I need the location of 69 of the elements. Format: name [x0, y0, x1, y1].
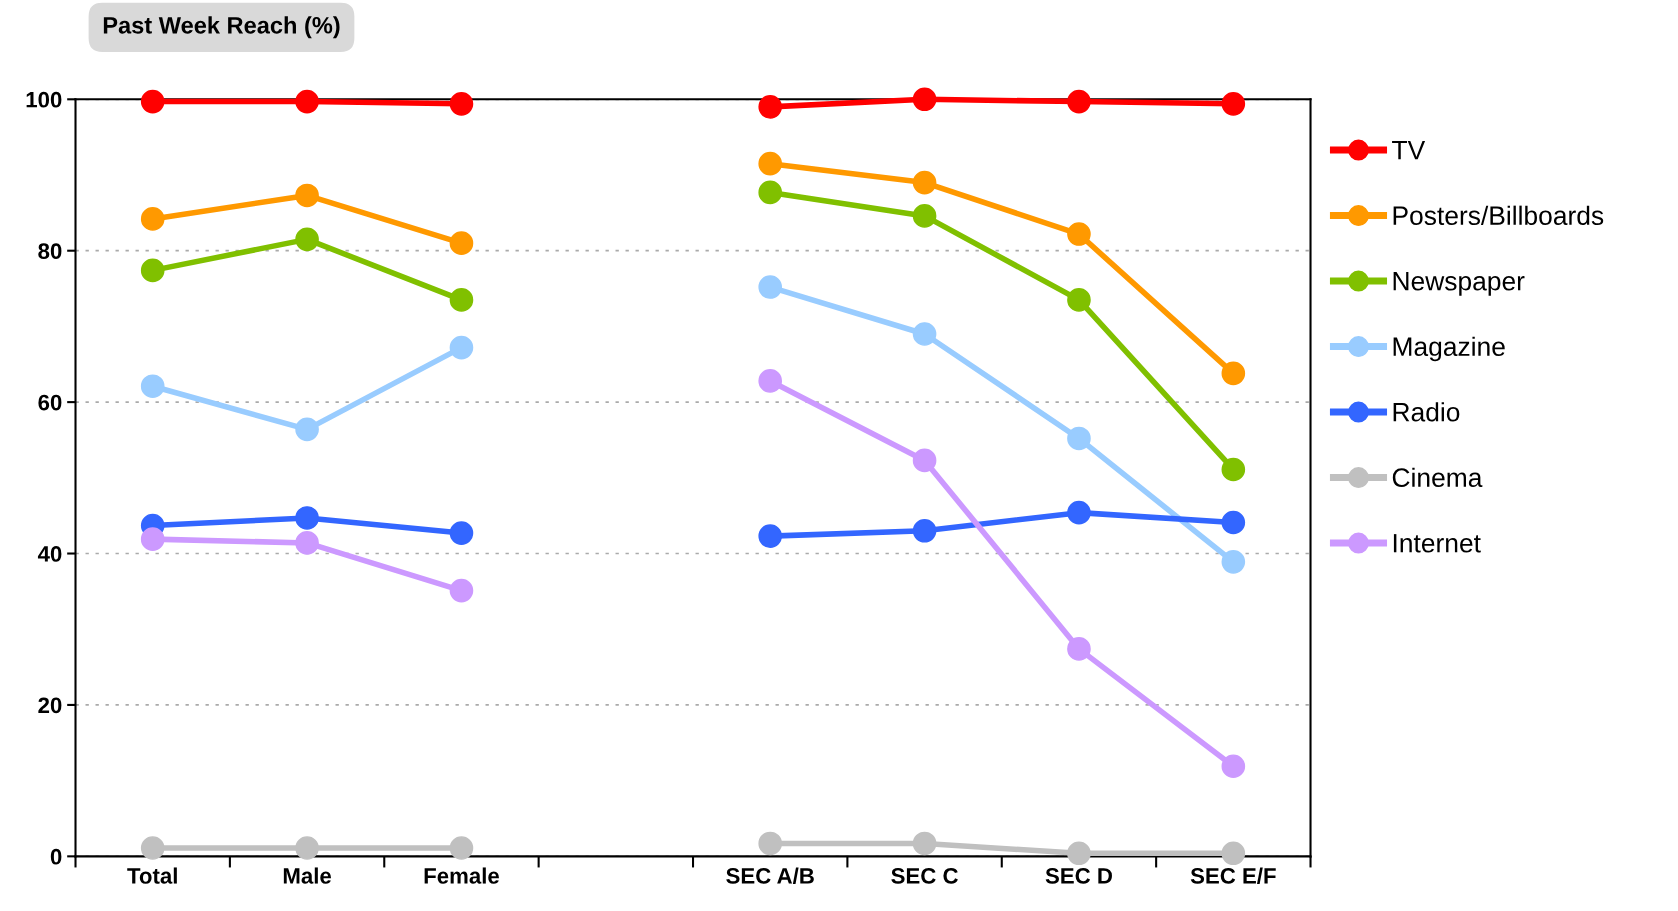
- point: [140, 89, 165, 114]
- point: [449, 92, 474, 116]
- point: [295, 531, 319, 555]
- point: [1221, 841, 1246, 866]
- point: [295, 417, 319, 442]
- point: [1221, 754, 1246, 779]
- point: [758, 524, 783, 548]
- point: [140, 258, 165, 283]
- point: [449, 521, 474, 545]
- point: [1067, 288, 1091, 312]
- point: [758, 369, 783, 393]
- point: [1221, 510, 1246, 535]
- point: [140, 836, 165, 860]
- point: [1067, 89, 1091, 114]
- point: [1221, 550, 1246, 574]
- point: [912, 204, 937, 228]
- point: [140, 374, 165, 399]
- point: [1067, 222, 1091, 246]
- point: [912, 170, 937, 195]
- point: [912, 87, 937, 112]
- point: [758, 151, 783, 176]
- point: [295, 836, 319, 860]
- point: [758, 275, 783, 299]
- y-tick-label: 20: [38, 697, 62, 714]
- x-tick-label: SEC D: [1045, 868, 1112, 884]
- point: [758, 180, 783, 205]
- x-tick-label: Female: [424, 867, 499, 884]
- x-tick-label: SEC E/F: [1190, 867, 1276, 884]
- point: [912, 322, 937, 346]
- legend-label: Newspaper: [1393, 272, 1525, 296]
- point: [1221, 92, 1246, 116]
- point: [295, 227, 319, 252]
- point: [1067, 500, 1091, 525]
- point: [449, 836, 474, 860]
- point: [1067, 426, 1091, 451]
- point: [449, 231, 474, 255]
- point: [295, 89, 319, 114]
- point: [1221, 361, 1246, 386]
- y-tick-label: 0: [50, 848, 62, 865]
- point: [140, 207, 165, 231]
- point: [449, 288, 474, 312]
- legend-label: TV: [1392, 141, 1426, 160]
- legend-label: Radio: [1393, 402, 1460, 422]
- point: [758, 95, 783, 119]
- point: [758, 831, 783, 856]
- point: [912, 519, 937, 543]
- point: [1067, 637, 1091, 661]
- x-tick-label: SEC A/B: [726, 867, 814, 884]
- point: [1221, 457, 1246, 482]
- chart-title: Past Week Reach (%): [103, 16, 340, 39]
- y-tick-label: 100: [26, 91, 62, 108]
- point: [912, 831, 937, 856]
- y-tick-label: 80: [38, 243, 62, 259]
- point: [140, 527, 165, 551]
- legend-label: Cinema: [1392, 467, 1483, 488]
- legend-label: Internet: [1393, 534, 1481, 553]
- legend-label: Magazine: [1393, 336, 1505, 362]
- x-tick-label: Male: [283, 867, 332, 884]
- y-tick-label: 40: [37, 546, 62, 562]
- x-tick-label: SEC C: [891, 868, 958, 884]
- y-tick-label: 60: [38, 394, 62, 411]
- point: [1067, 841, 1091, 866]
- point: [449, 578, 474, 603]
- point: [449, 335, 474, 360]
- point: [912, 448, 937, 473]
- legend-label: Posters/Billboards: [1393, 205, 1604, 226]
- point: [295, 183, 319, 208]
- point: [295, 506, 319, 530]
- x-tick-label: Total: [127, 867, 177, 884]
